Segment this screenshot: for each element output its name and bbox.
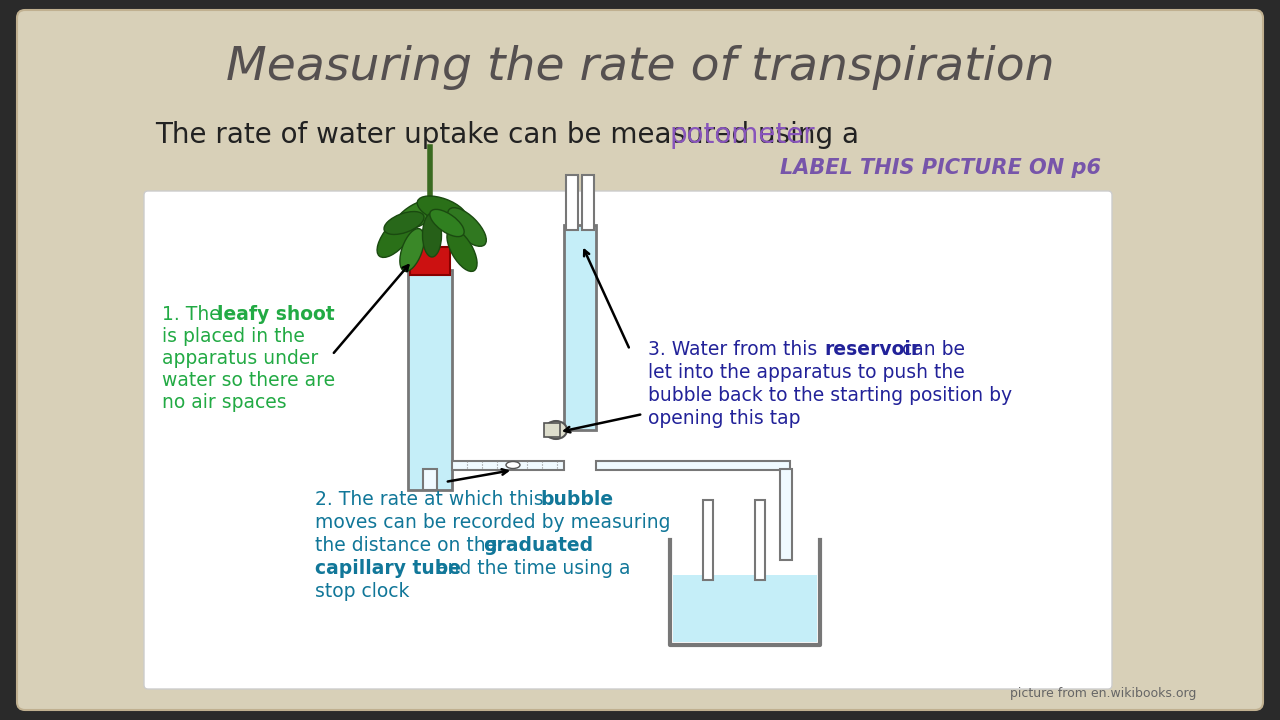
Ellipse shape bbox=[545, 421, 567, 439]
Text: opening this tap: opening this tap bbox=[648, 409, 800, 428]
Text: moves can be recorded by measuring: moves can be recorded by measuring bbox=[315, 513, 671, 532]
Ellipse shape bbox=[422, 213, 442, 257]
Bar bbox=[673, 575, 817, 642]
Text: let into the apparatus to push the: let into the apparatus to push the bbox=[648, 363, 965, 382]
Text: reservoir: reservoir bbox=[824, 340, 920, 359]
Text: and the time using a: and the time using a bbox=[430, 559, 631, 578]
Text: is placed in the: is placed in the bbox=[163, 327, 305, 346]
Text: apparatus under: apparatus under bbox=[163, 349, 319, 368]
Bar bbox=[755, 500, 765, 580]
Bar bbox=[452, 461, 564, 470]
Ellipse shape bbox=[448, 207, 486, 246]
Ellipse shape bbox=[447, 228, 477, 271]
Text: picture from en.wikibooks.org: picture from en.wikibooks.org bbox=[1010, 688, 1197, 701]
Text: no air spaces: no air spaces bbox=[163, 393, 287, 412]
Ellipse shape bbox=[399, 228, 424, 271]
Ellipse shape bbox=[417, 196, 467, 224]
Ellipse shape bbox=[394, 199, 439, 230]
Text: LABEL THIS PICTURE ON p6: LABEL THIS PICTURE ON p6 bbox=[780, 158, 1101, 178]
Bar bbox=[410, 247, 451, 275]
Bar bbox=[544, 423, 561, 437]
Text: 2. The rate at which this: 2. The rate at which this bbox=[315, 490, 549, 509]
Text: stop clock: stop clock bbox=[315, 582, 410, 601]
Text: can be: can be bbox=[896, 340, 965, 359]
Bar bbox=[582, 175, 594, 230]
Bar bbox=[564, 225, 596, 430]
Text: bubble back to the starting position by: bubble back to the starting position by bbox=[648, 386, 1012, 405]
Text: the distance on the: the distance on the bbox=[315, 536, 503, 555]
Text: 1. The: 1. The bbox=[163, 305, 227, 324]
Text: graduated: graduated bbox=[483, 536, 593, 555]
Text: bubble: bubble bbox=[540, 490, 613, 509]
Bar bbox=[566, 175, 579, 230]
Ellipse shape bbox=[384, 212, 424, 235]
Ellipse shape bbox=[506, 462, 520, 469]
Bar bbox=[780, 469, 792, 560]
FancyBboxPatch shape bbox=[17, 10, 1263, 710]
Bar bbox=[422, 469, 436, 490]
Text: The rate of water uptake can be measured using a: The rate of water uptake can be measured… bbox=[155, 121, 868, 149]
Text: water so there are: water so there are bbox=[163, 371, 335, 390]
Bar bbox=[596, 461, 790, 470]
FancyBboxPatch shape bbox=[143, 191, 1112, 689]
Text: capillary tube: capillary tube bbox=[315, 559, 461, 578]
Text: 3. Water from this: 3. Water from this bbox=[648, 340, 829, 359]
Text: leafy shoot: leafy shoot bbox=[218, 305, 334, 324]
Text: Measuring the rate of transpiration: Measuring the rate of transpiration bbox=[225, 45, 1055, 91]
Ellipse shape bbox=[378, 212, 417, 258]
Bar bbox=[703, 500, 713, 580]
Bar bbox=[408, 270, 452, 490]
Text: potometer: potometer bbox=[669, 121, 815, 149]
Ellipse shape bbox=[430, 210, 465, 237]
